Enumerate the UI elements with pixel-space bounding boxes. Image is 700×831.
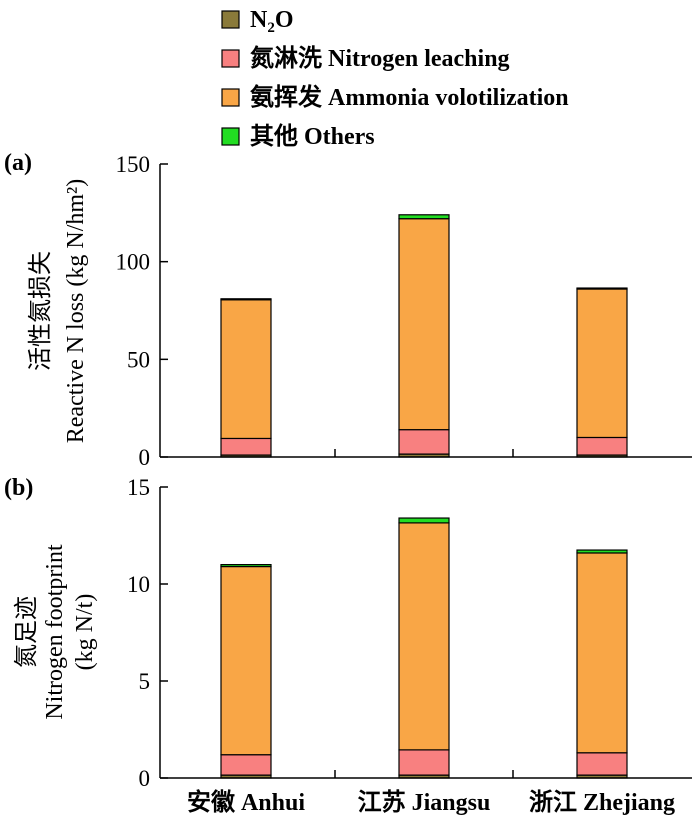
panel-a-bar-jiangsu-leaching xyxy=(398,429,450,455)
panel-b-bar-anhui-others xyxy=(220,563,272,568)
legend-swatch-ammonia xyxy=(221,88,240,107)
panel-b-ytick-label-0: 0 xyxy=(139,766,151,791)
panel-a-ylabel-en: Reactive N loss (kg N/hm²) xyxy=(63,179,89,443)
panel-b-ytick-label-10: 10 xyxy=(127,572,150,597)
legend-label-leaching: 氮淋洗 Nitrogen leaching xyxy=(250,45,510,72)
legend-label-n2o: N2O xyxy=(250,7,294,36)
panel-a: (a) 活性氮损失 Reactive N loss (kg N/hm²) 0 50… xyxy=(4,150,692,470)
panel-a-ylabel-zh: 活性氮损失 xyxy=(27,251,54,371)
panel-a-bar-jiangsu-ammonia xyxy=(398,218,450,431)
panel-a-bar-zhejiang-leaching xyxy=(576,436,628,456)
x-tick-jiangsu: 江苏 Jiangsu xyxy=(358,789,491,816)
panel-b-label: (b) xyxy=(4,475,33,501)
panel-a-bar-anhui-leaching xyxy=(220,437,272,456)
panel-b-ylabel-en-2: (kg N/t) xyxy=(72,594,98,671)
x-category-labels: 安徽 Anhui 江苏 Jiangsu 浙江 Zhejiang xyxy=(187,788,675,816)
panel-a-label: (a) xyxy=(4,150,32,176)
panel-a-bar-zhejiang-ammonia xyxy=(576,288,628,439)
panel-b-ylabel-en-1: Nitrogen footprint xyxy=(42,544,68,720)
legend-swatch-others xyxy=(221,127,240,146)
panel-b-bar-zhejiang-leaching xyxy=(576,752,628,776)
legend: N2O 氮淋洗 Nitrogen leaching 氨挥发 Ammonia vo… xyxy=(221,7,569,150)
panel-a-bar-zhejiang-others xyxy=(576,287,628,290)
panel-a-ytick-label-0: 0 xyxy=(139,445,151,470)
x-tick-zhejiang: 浙江 Zhejiang xyxy=(529,789,675,816)
panel-b-bar-zhejiang-ammonia xyxy=(576,552,628,754)
legend-label-ammonia: 氨挥发 Ammonia volotilization xyxy=(250,83,569,111)
panel-b: (b) 氮足迹 Nitrogen footprint (kg N/t) 0 5 10… xyxy=(4,475,692,791)
panel-a-ytick-label-50: 50 xyxy=(127,347,150,372)
panel-b-bar-jiangsu-leaching xyxy=(398,749,450,776)
panel-a-bar-jiangsu-others xyxy=(398,214,450,220)
panel-b-bar-anhui-ammonia xyxy=(220,565,272,756)
panel-b-bar-zhejiang-others xyxy=(576,549,628,554)
panel-b-bar-jiangsu-others xyxy=(398,517,450,524)
panel-a-ytick-label-150: 150 xyxy=(116,152,151,177)
panel-b-ytick-label-5: 5 xyxy=(139,669,151,694)
panel-a-ytick-label-100: 100 xyxy=(116,250,151,275)
panel-a-bar-anhui-ammonia xyxy=(220,299,272,440)
panel-b-bar-anhui-leaching xyxy=(220,754,272,776)
panel-b-ytick-label-15: 15 xyxy=(127,475,150,500)
panel-b-bar-jiangsu-ammonia xyxy=(398,522,450,751)
panel-b-ylabel-zh: 氮足迹 xyxy=(13,596,40,668)
panel-a-bar-anhui-others xyxy=(220,298,272,301)
legend-label-others: 其他 Others xyxy=(250,123,375,150)
legend-swatch-n2o xyxy=(221,10,240,29)
x-tick-anhui: 安徽 Anhui xyxy=(187,788,305,816)
legend-swatch-leaching xyxy=(221,49,240,68)
